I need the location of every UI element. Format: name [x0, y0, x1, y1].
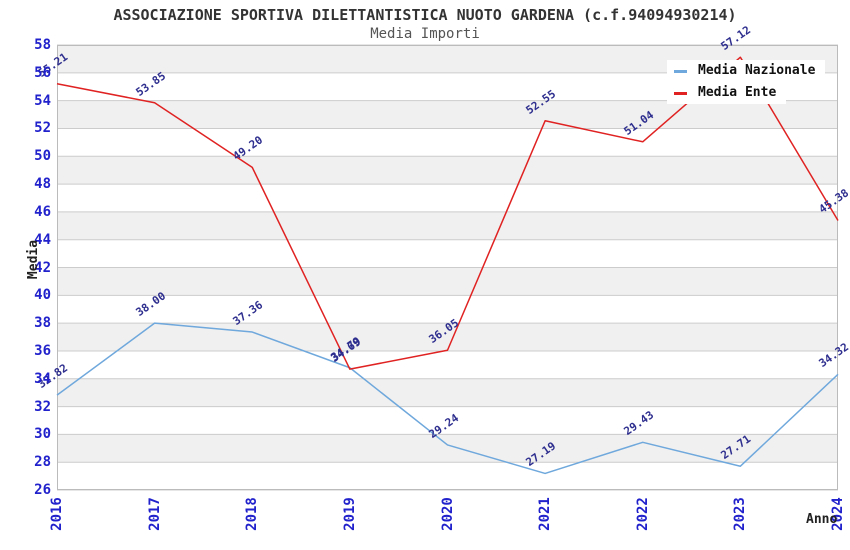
background-band	[57, 267, 838, 296]
y-tick-label: 30	[34, 426, 51, 443]
legend-item: Media Ente	[667, 82, 787, 104]
series-line-media-nazionale	[56, 322, 839, 475]
x-tick-label: 2016	[49, 497, 65, 531]
background-band	[57, 128, 838, 157]
x-tick-label: 2022	[634, 497, 651, 531]
x-tick-label: 2018	[244, 497, 261, 531]
x-tick-label: 2020	[439, 497, 456, 531]
y-tick-label: 42	[34, 259, 51, 276]
legend-item: Media Nazionale	[667, 60, 826, 82]
y-tick-label: 54	[34, 92, 51, 109]
background-band	[57, 211, 838, 240]
chart-title: ASSOCIAZIONE SPORTIVA DILETTANTISTICA NU…	[113, 6, 737, 24]
y-tick-label: 28	[34, 454, 51, 471]
y-tick-label: 56	[34, 64, 51, 81]
x-tick-label: 2021	[537, 497, 554, 531]
background-band	[57, 406, 838, 435]
y-tick-label: 50	[34, 148, 51, 165]
y-tick-label: 48	[34, 176, 51, 193]
x-axis-title: Anno	[806, 512, 838, 527]
legend-label: Media Ente	[698, 85, 777, 100]
legend-label: Media Nazionale	[698, 63, 816, 78]
x-tick-label: 2017	[146, 497, 163, 531]
y-tick-label: 52	[34, 120, 51, 137]
y-axis-title: Media	[26, 239, 42, 280]
legend-line-swatch	[674, 91, 687, 95]
y-tick-label: 46	[34, 203, 51, 220]
legend-line-swatch	[674, 69, 687, 73]
background-band	[57, 378, 838, 407]
y-tick-label: 40	[34, 287, 51, 304]
y-tick-label: 38	[34, 315, 51, 332]
y-tick-label: 34	[34, 370, 51, 387]
x-tick-label: 2019	[341, 497, 358, 531]
plot-area: 32.82 38.00 37.36 34.79 29.24 27.19 29.43 27.71…	[36, 24, 850, 491]
background-band	[57, 239, 838, 268]
chart-subtitle: Media Importi	[370, 26, 480, 42]
x-tick-label: 2023	[732, 497, 749, 531]
background-band	[57, 184, 838, 212]
y-tick-label: 44	[34, 231, 51, 248]
background-band	[57, 100, 838, 129]
y-tick-label: 58	[34, 37, 51, 53]
plot-border	[57, 45, 838, 490]
background-band	[57, 350, 838, 379]
background-band	[57, 462, 838, 490]
y-tick-label: 36	[34, 342, 51, 359]
plot-canvas	[56, 44, 839, 491]
y-tick-label: 32	[34, 398, 51, 415]
background-band	[57, 323, 838, 351]
background-band	[57, 156, 838, 185]
y-tick-label: 26	[34, 482, 51, 498]
background-band	[57, 295, 838, 324]
